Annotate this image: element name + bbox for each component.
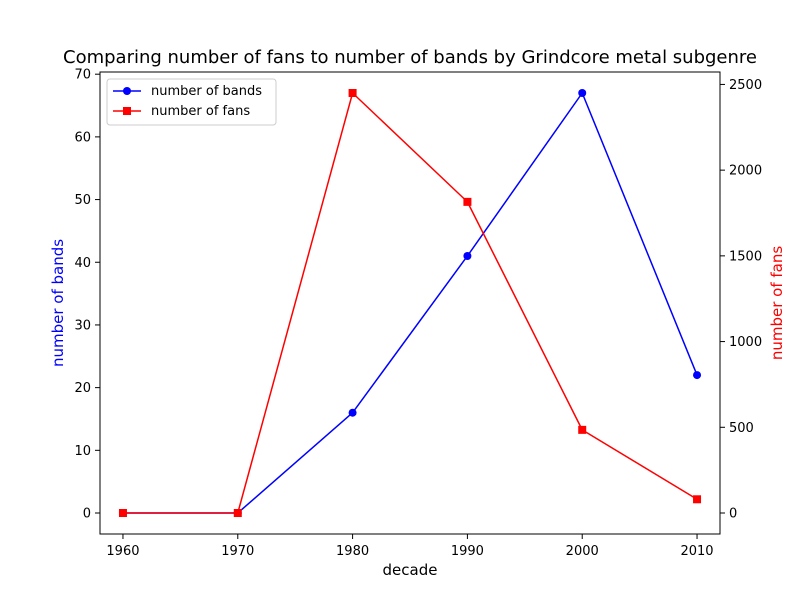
data-point-bands: [463, 251, 472, 260]
y-left-tick-label: 20: [74, 381, 91, 396]
legend-marker-bands: [123, 87, 131, 95]
data-point-fans: [463, 197, 472, 206]
x-tick-label: 1960: [106, 544, 139, 559]
y-right-tick-label: 500: [729, 421, 754, 436]
legend-box: [106, 78, 277, 126]
chart-title: Comparing number of fans to number of ba…: [63, 47, 757, 68]
series-markers: [118, 89, 702, 517]
legend-marker-fans: [123, 107, 131, 115]
y-right-tick-label: 0: [729, 507, 737, 522]
y-left-tick-label: 30: [74, 318, 91, 333]
x-tick-label: 1990: [451, 544, 484, 559]
y-right-axis-label: number of fans: [768, 246, 786, 361]
data-point-fans: [693, 495, 702, 504]
y-left-tick-label: 0: [83, 507, 91, 522]
y-left-tick-label: 10: [74, 444, 91, 459]
plot-area: [100, 72, 720, 534]
series-lines: [122, 92, 698, 514]
data-point-bands: [348, 408, 357, 417]
x-axis-ticks: 1960 1970 1980 1990 2000 2010: [106, 534, 714, 559]
data-point-fans: [233, 509, 242, 517]
y-right-tick-label: 2500: [729, 78, 762, 93]
y-left-tick-label: 50: [74, 193, 91, 208]
x-axis-label: decade: [383, 561, 438, 579]
y-left-tick-label: 70: [74, 68, 91, 83]
x-tick-label: 2010: [680, 544, 713, 559]
data-point-fans: [348, 89, 357, 97]
data-point-fans: [578, 425, 587, 434]
plot-frame: [99, 71, 721, 535]
y-right-tick-label: 1500: [729, 249, 762, 264]
legend-label-fans: number of fans: [151, 104, 250, 119]
data-point-bands: [578, 89, 587, 97]
x-tick-label: 2000: [566, 544, 599, 559]
y-right-axis-ticks: 0 500 1000 1500 2000 2500: [720, 78, 762, 522]
x-tick-label: 1980: [336, 544, 369, 559]
legend-label-bands: number of bands: [151, 84, 262, 99]
series-line-1: [122, 92, 698, 514]
y-left-axis-label: number of bands: [49, 239, 67, 367]
y-right-tick-label: 2000: [729, 164, 762, 179]
data-point-fans: [118, 509, 127, 517]
y-left-tick-label: 40: [74, 256, 91, 271]
y-left-tick-label: 60: [74, 130, 91, 145]
data-point-bands: [693, 371, 702, 380]
y-right-tick-label: 1000: [729, 335, 762, 350]
legend: number of bands number of fans: [106, 78, 277, 126]
y-left-axis-ticks: 0 10 20 30 40 50 60 70: [74, 68, 100, 522]
x-tick-label: 1970: [221, 544, 254, 559]
